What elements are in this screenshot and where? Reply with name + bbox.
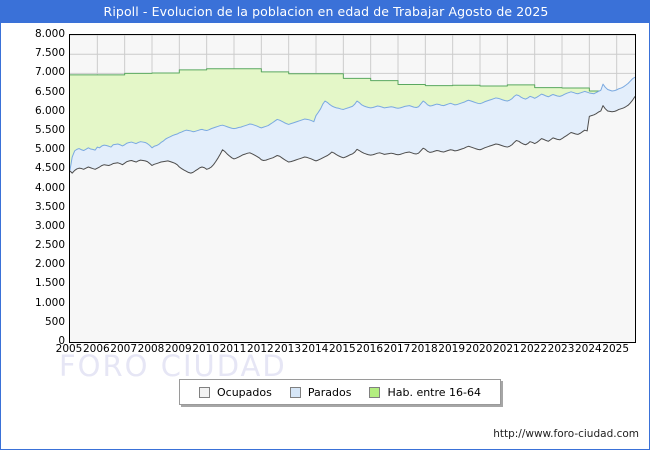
x-tick-label: 2020 [465,343,493,355]
y-tick-label: 500 [44,315,65,328]
x-tick-label: 2010 [192,343,220,355]
legend-swatch-icon [289,386,301,398]
x-tick-label: 2014 [301,343,329,355]
x-tick-label: 2008 [137,343,165,355]
y-tick-label: 5.500 [34,123,65,136]
legend-swatch-icon [369,386,381,398]
x-tick-label: 2013 [274,343,302,355]
x-tick-label: 2018 [410,343,438,355]
legend-label: Parados [307,385,352,399]
x-tick-label: 2015 [328,343,356,355]
x-tick-label: 2024 [574,343,602,355]
chart-canvas [70,35,635,342]
legend-label: Ocupados [217,385,272,399]
series-line [70,76,635,171]
y-tick-label: 7.500 [34,47,65,60]
x-tick-label: 2019 [438,343,466,355]
legend-swatch-icon [199,386,210,398]
y-tick-label: 3.000 [34,219,65,232]
y-tick-label: 6.000 [34,104,65,117]
y-tick-label: 3.500 [34,200,65,213]
x-tick-label: 2022 [520,343,548,355]
series-area [70,96,635,342]
x-tick-label: 2012 [246,343,274,355]
series-line [70,68,635,95]
x-tick-label: 2025 [602,343,630,355]
x-tick-label: 2009 [164,343,192,355]
y-tick-label: 2.500 [34,239,65,252]
series-ocupados [70,96,635,342]
legend-item[interactable]: Parados [289,385,352,399]
x-axis-labels: 2005 2006 2007 2008 2009 2010 2011 2012 2013 2014… [1,343,649,363]
y-tick-label: 2.000 [34,258,65,271]
y-tick-label: 0 [58,335,65,347]
y-tick-label: 5.000 [34,143,65,156]
x-tick-label: 2007 [110,343,138,355]
legend-label: Hab. entre 16-64 [387,385,482,399]
y-tick-label: 6.500 [34,85,65,98]
y-tick-label: 7.000 [34,66,65,79]
y-axis-labels: 8.000 7.500 7.000 6.500 6.000 5.500 5.000 4.500… [1,23,65,353]
y-tick-label: 1.500 [34,277,65,290]
series-line [70,96,635,174]
y-tick-label: 8.000 [34,28,65,40]
x-tick-label: 2021 [492,343,520,355]
chart-legend: Ocupados Parados Hab. entre 16-64 [179,379,502,405]
y-tick-label: 4.500 [34,162,65,175]
x-tick-label: 2016 [356,343,384,355]
plot-area [69,34,636,343]
x-tick-label: 2006 [82,343,110,355]
footer-url: http://www.foro-ciudad.com [493,428,639,440]
y-tick-label: 1.000 [34,296,65,309]
x-tick-label: 2011 [219,343,247,355]
chart-region: 8.000 7.500 7.000 6.500 6.000 5.500 5.000 4.500… [1,23,649,373]
window-title: Ripoll - Evolucion de la poblacion en ed… [1,1,650,23]
x-tick-label: 2017 [383,343,411,355]
x-tick-label: 2005 [55,343,83,355]
legend-item[interactable]: Ocupados [199,386,272,399]
x-tick-label: 2023 [547,343,575,355]
y-tick-label: 4.000 [34,181,65,194]
legend-item[interactable]: Hab. entre 16-64 [369,386,481,399]
